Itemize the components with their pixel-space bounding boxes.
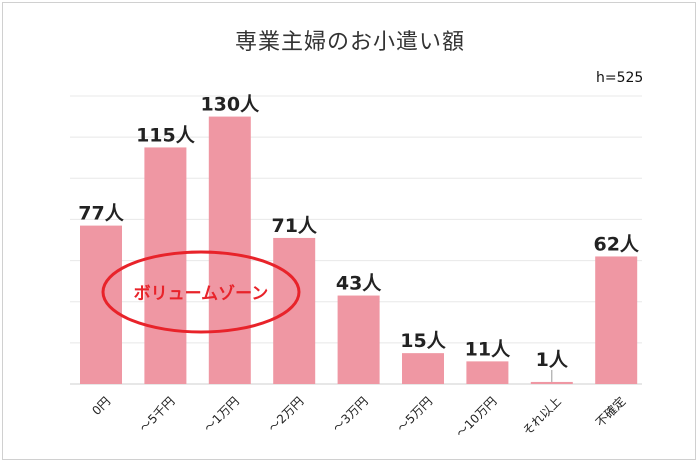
data-label: 71人 (271, 215, 317, 237)
bar (144, 147, 187, 384)
data-label: 130人 (200, 94, 260, 116)
volume-zone-ellipse (101, 250, 301, 334)
volume-zone-label: ボリュームゾーン (134, 284, 269, 304)
x-tick-label: ～1万円 (201, 394, 242, 435)
bar (208, 116, 251, 385)
bar (337, 295, 380, 384)
data-label: 15人 (400, 330, 446, 352)
x-tick-label: それ以上 (520, 394, 564, 438)
data-label: 1人 (536, 349, 569, 371)
bar (402, 353, 444, 384)
x-tick-label: ～10万円 (453, 394, 499, 440)
data-label: 43人 (336, 273, 382, 295)
x-tick-label: ～5万円 (394, 394, 435, 435)
x-tick-label: ～2万円 (266, 394, 307, 435)
bar (530, 381, 573, 384)
bar (466, 361, 509, 384)
data-label: 11人 (465, 338, 511, 360)
x-tick-label: 不確定 (592, 394, 628, 430)
data-label: 77人 (78, 203, 124, 225)
data-label: 115人 (136, 124, 196, 146)
x-tick-label: ～3万円 (330, 394, 371, 435)
bar (80, 225, 122, 384)
sample-size-label: h=525 (596, 70, 644, 86)
data-label: 62人 (593, 233, 639, 255)
bar (273, 237, 316, 384)
bar (595, 256, 638, 384)
chart-title: 専業主婦のお小遣い額 (234, 30, 465, 55)
x-tick-label: ～5千円 (137, 394, 178, 435)
x-tick-label: 0円 (89, 394, 113, 418)
